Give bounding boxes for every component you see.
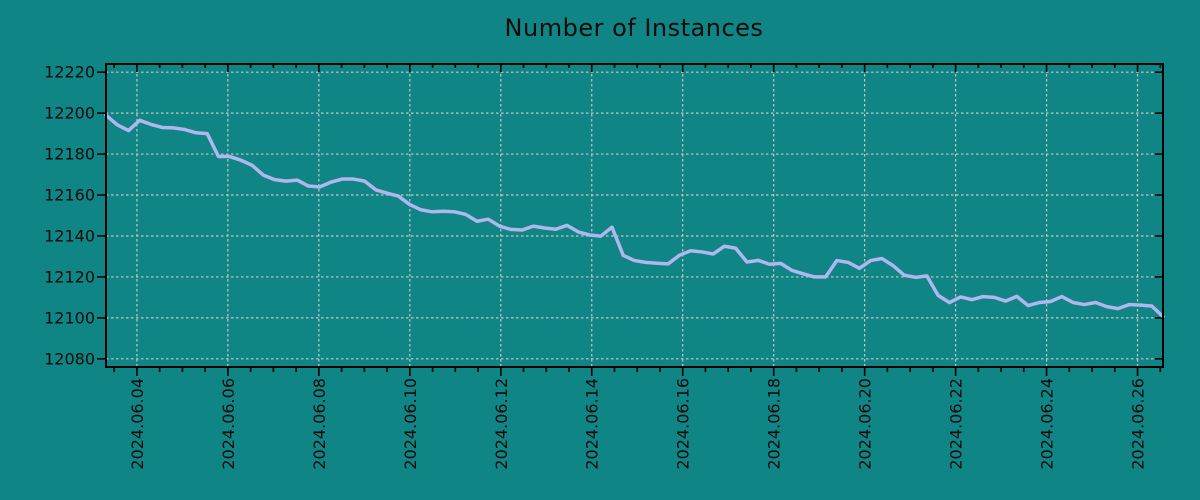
x-tick-label: 2024.06.24 (1038, 378, 1057, 470)
x-tick-label: 2024.06.18 (765, 378, 784, 470)
x-tick-label: 2024.06.06 (219, 378, 238, 470)
y-tick-label: 12220 (44, 63, 95, 82)
y-tick-label: 12180 (44, 145, 95, 164)
y-tick-label: 12160 (44, 186, 95, 205)
y-tick-label: 12200 (44, 104, 95, 123)
y-tick-label: 12100 (44, 308, 95, 327)
x-tick-label: 2024.06.08 (310, 378, 329, 470)
x-tick-label: 2024.06.10 (401, 378, 420, 470)
chart-title: Number of Instances (504, 14, 764, 42)
x-tick-label: 2024.06.12 (492, 378, 511, 470)
x-tick-label: 2024.06.20 (856, 378, 875, 470)
y-tick-label: 12140 (44, 226, 95, 245)
y-tick-label: 12120 (44, 267, 95, 286)
x-tick-label: 2024.06.04 (128, 378, 147, 470)
data-line-number-of-instances (104, 113, 1165, 319)
y-tick-label: 12080 (44, 349, 95, 368)
x-tick-label: 2024.06.26 (1129, 378, 1148, 470)
x-tick-label: 2024.06.16 (674, 378, 693, 470)
plot-frame (105, 63, 1164, 368)
x-tick-label: 2024.06.22 (947, 378, 966, 470)
x-tick-label: 2024.06.14 (583, 378, 602, 470)
